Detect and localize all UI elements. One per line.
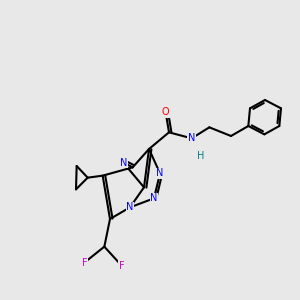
Text: O: O <box>162 107 169 117</box>
Text: F: F <box>82 258 87 268</box>
Text: N: N <box>126 202 134 212</box>
Text: N: N <box>188 133 195 143</box>
Text: N: N <box>120 158 127 168</box>
Text: F: F <box>119 261 124 271</box>
Text: H: H <box>197 151 205 161</box>
Text: N: N <box>156 168 164 178</box>
Text: N: N <box>150 193 158 203</box>
